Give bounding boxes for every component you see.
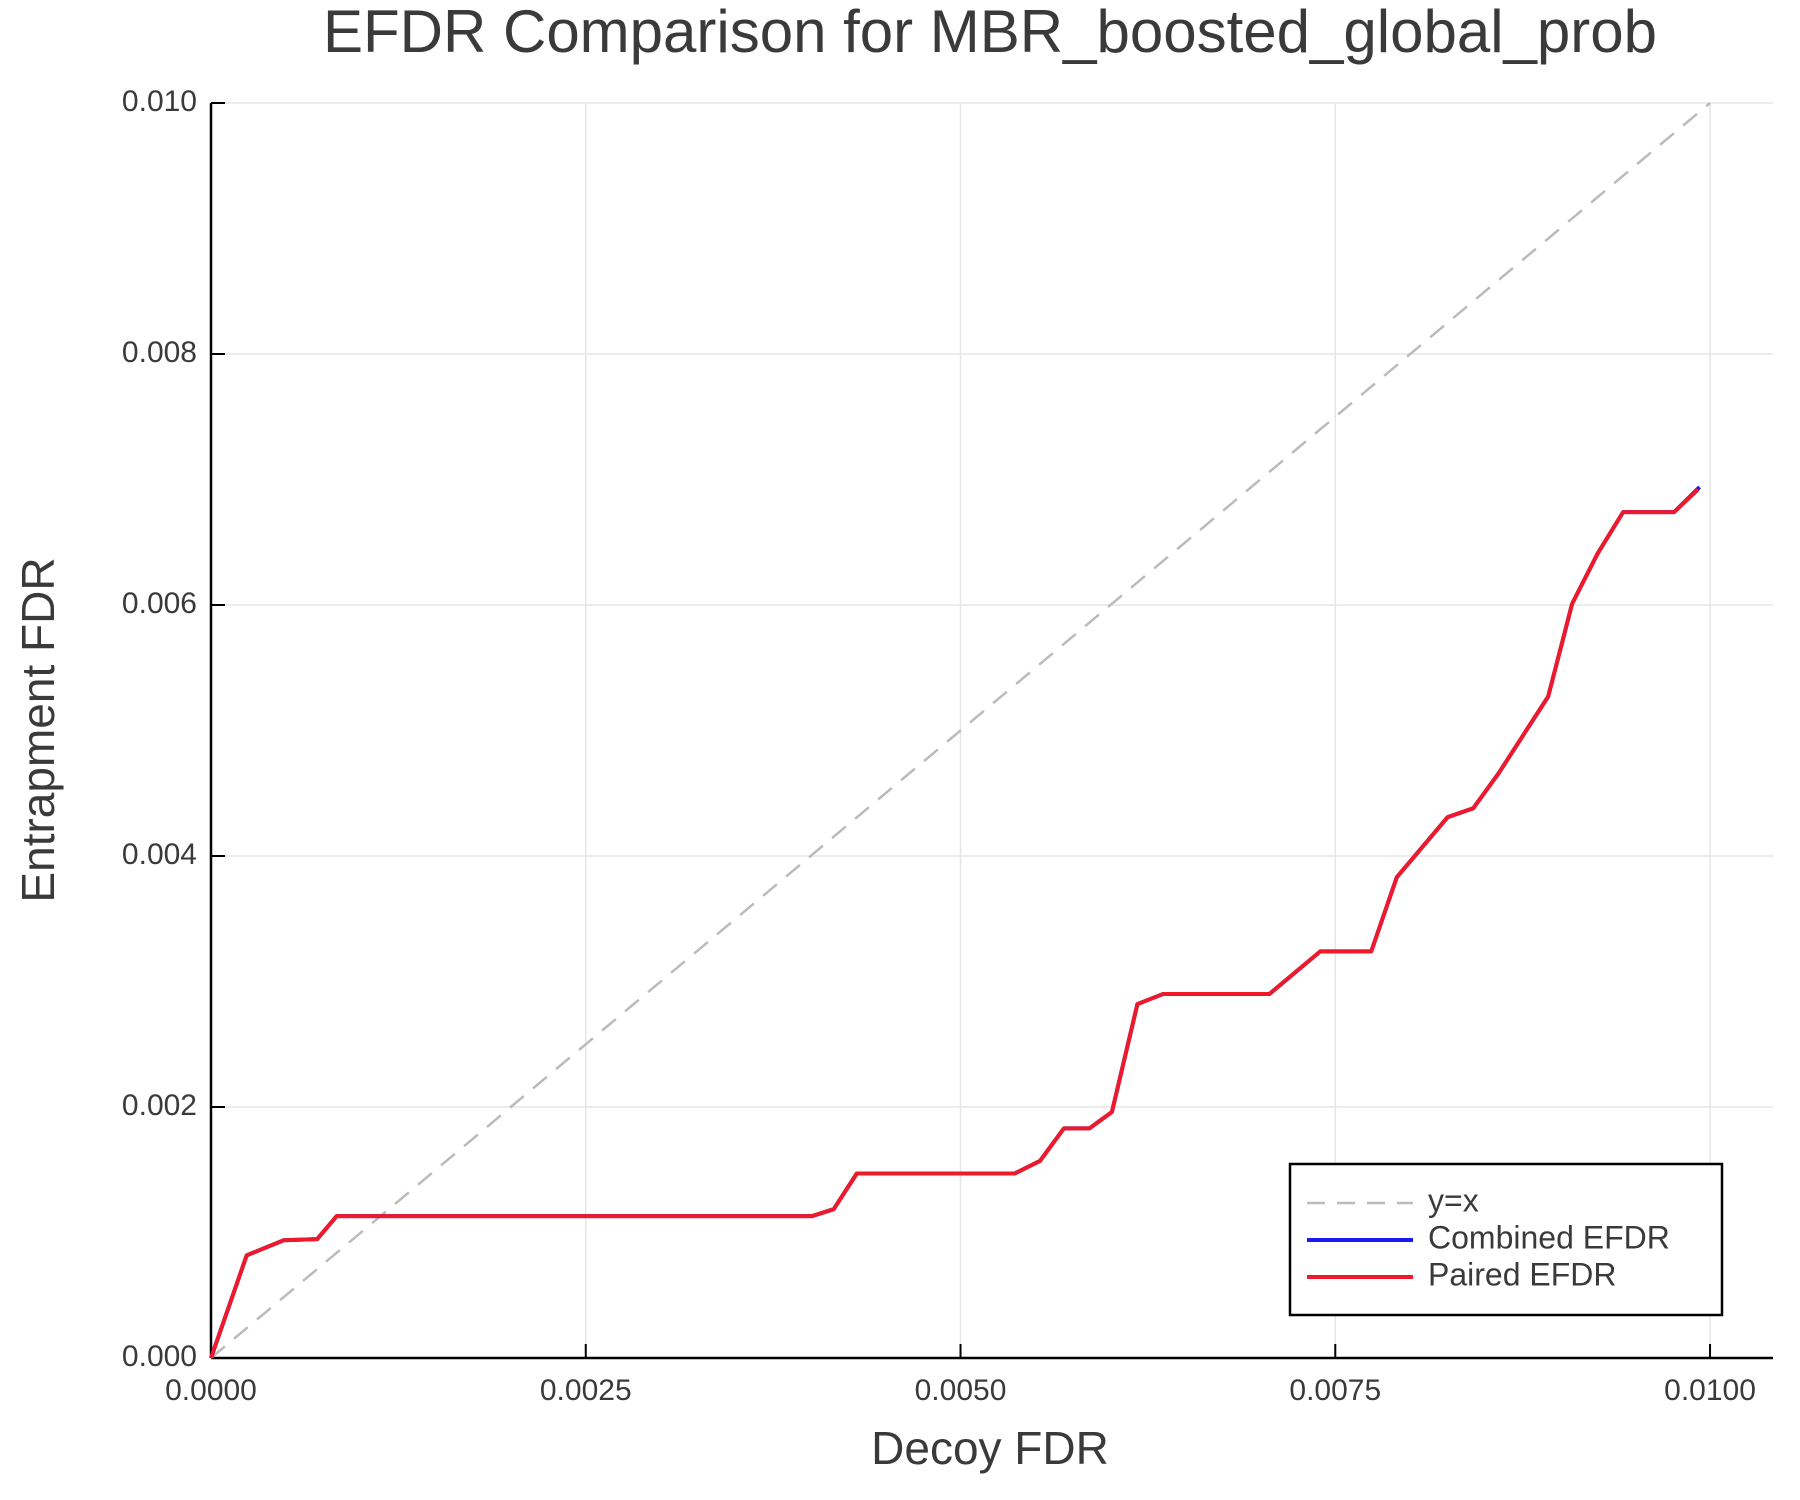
x-axis-label: Decoy FDR — [871, 1422, 1109, 1474]
y-tick-label: 0.008 — [122, 336, 197, 369]
y-tick-label: 0.000 — [122, 1340, 197, 1373]
x-tick-label: 0.0100 — [1664, 1374, 1756, 1407]
y-axis-label: Entrapment FDR — [12, 557, 64, 902]
chart-title: EFDR Comparison for MBR_boosted_global_p… — [323, 0, 1657, 65]
y-tick-label: 0.004 — [122, 838, 197, 871]
y-tick-label: 0.006 — [122, 587, 197, 620]
legend-label: y=x — [1428, 1182, 1479, 1218]
series-line — [209, 488, 1700, 1359]
y-tick-label: 0.002 — [122, 1089, 197, 1122]
x-tick-label: 0.0025 — [540, 1374, 632, 1407]
legend-label: Combined EFDR — [1428, 1219, 1670, 1255]
x-tick-label: 0.0075 — [1289, 1374, 1381, 1407]
x-tick-label: 0.0050 — [915, 1374, 1007, 1407]
legend-label: Paired EFDR — [1428, 1256, 1617, 1292]
y-tick-label: 0.010 — [122, 85, 197, 118]
x-tick-label: 0.0000 — [165, 1374, 257, 1407]
series-line — [210, 102, 1711, 1359]
